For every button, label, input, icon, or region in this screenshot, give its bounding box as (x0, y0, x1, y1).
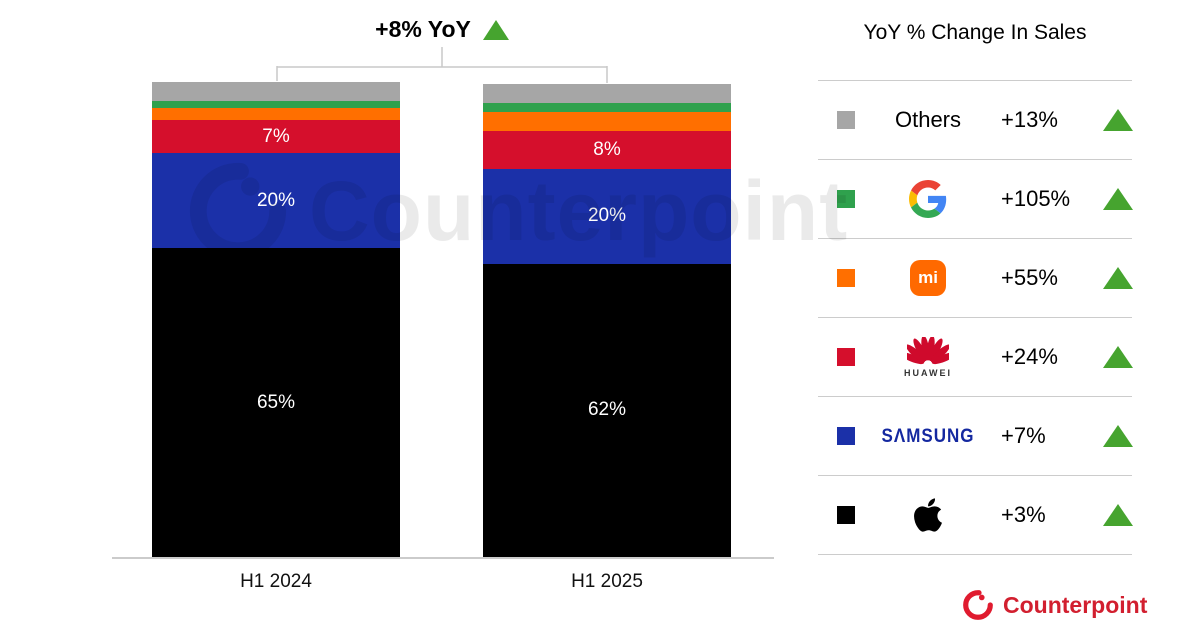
segment-value-label: 62% (587, 399, 627, 421)
segment-value-label: 20% (587, 205, 627, 227)
apple-change-value: +3% (1001, 502, 1046, 527)
apple-color-swatch (837, 506, 855, 524)
bar-segment-others (483, 84, 731, 103)
stacked-bar-h1-2025: 8% 20% 62% (483, 84, 731, 557)
up-triangle-icon (1103, 425, 1133, 447)
legend-row-others: Others +13% (818, 80, 1133, 159)
xiaomi-color-swatch (837, 269, 855, 287)
counterpoint-logo-text: Counterpoint (1003, 591, 1148, 618)
bar-segment-samsung: 20% (483, 169, 731, 264)
bar-segment-others (152, 82, 400, 101)
google-logo-icon (873, 180, 983, 218)
apple-logo-icon (873, 496, 983, 534)
google-color-swatch (837, 190, 855, 208)
xiaomi-change-value: +55% (1001, 265, 1058, 290)
huawei-color-swatch (837, 348, 855, 366)
xiaomi-mi-logo-icon: mi (873, 260, 983, 296)
legend-row-apple: +3% (818, 475, 1133, 554)
up-triangle-icon (482, 19, 509, 40)
bar-segment-samsung: 20% (152, 153, 400, 249)
total-yoy-annotation: +8% YoY (242, 16, 642, 43)
x-axis-label-h1-2024: H1 2024 (240, 571, 312, 592)
mi-badge: mi (910, 260, 946, 296)
google-change-value: +105% (1001, 186, 1071, 211)
bar-segment-huawei: 8% (483, 131, 731, 170)
up-triangle-icon (1103, 346, 1133, 368)
counterpoint-logo: Counterpoint (961, 588, 1147, 622)
bracket-lines (276, 47, 608, 83)
legend-rows: Others +13% +105% (818, 80, 1133, 555)
bar-segment-apple: 62% (483, 263, 731, 557)
bar-segment-google (152, 101, 400, 109)
up-triangle-icon (1103, 109, 1133, 131)
legend-row-samsung: SΛMSUNG +7% (818, 396, 1133, 475)
bar-segment-xiaomi (152, 108, 400, 120)
up-triangle-icon (1103, 267, 1133, 289)
up-triangle-icon (1103, 504, 1133, 526)
samsung-change-value: +7% (1001, 423, 1046, 448)
bar-segment-apple: 65% (152, 248, 400, 557)
huawei-logo-icon: HUAWEI (873, 336, 983, 378)
legend-row-xiaomi: mi +55% (818, 238, 1133, 317)
huawei-change-value: +24% (1001, 344, 1058, 369)
bar-segment-google (483, 102, 731, 113)
segment-value-label: 65% (256, 391, 296, 413)
legend-title: YoY % Change In Sales (863, 21, 1087, 44)
others-color-swatch (837, 111, 855, 129)
segment-value-label: 20% (256, 189, 296, 211)
samsung-wordmark-logo: SΛMSUNG (881, 424, 975, 447)
total-yoy-text: +8% YoY (375, 16, 471, 42)
legend-row-huawei: HUAWEI +24% (818, 317, 1133, 396)
samsung-color-swatch (837, 427, 855, 445)
huawei-wordmark: HUAWEI (904, 367, 952, 378)
x-axis-label-h1-2025: H1 2025 (571, 571, 643, 592)
up-triangle-icon (1103, 188, 1133, 210)
others-change-value: +13% (1001, 107, 1058, 132)
counterpoint-c-mark-icon (963, 590, 993, 620)
segment-value-label: 8% (593, 139, 621, 161)
segment-value-label: 7% (262, 125, 290, 147)
bar-segment-xiaomi (483, 112, 731, 132)
bar-segment-huawei: 7% (152, 120, 400, 154)
others-label: Others (894, 107, 962, 132)
stacked-bar-h1-2024: 7% 20% 65% (152, 82, 400, 557)
x-axis-line (112, 557, 774, 559)
legend-row-google: +105% (818, 159, 1133, 238)
